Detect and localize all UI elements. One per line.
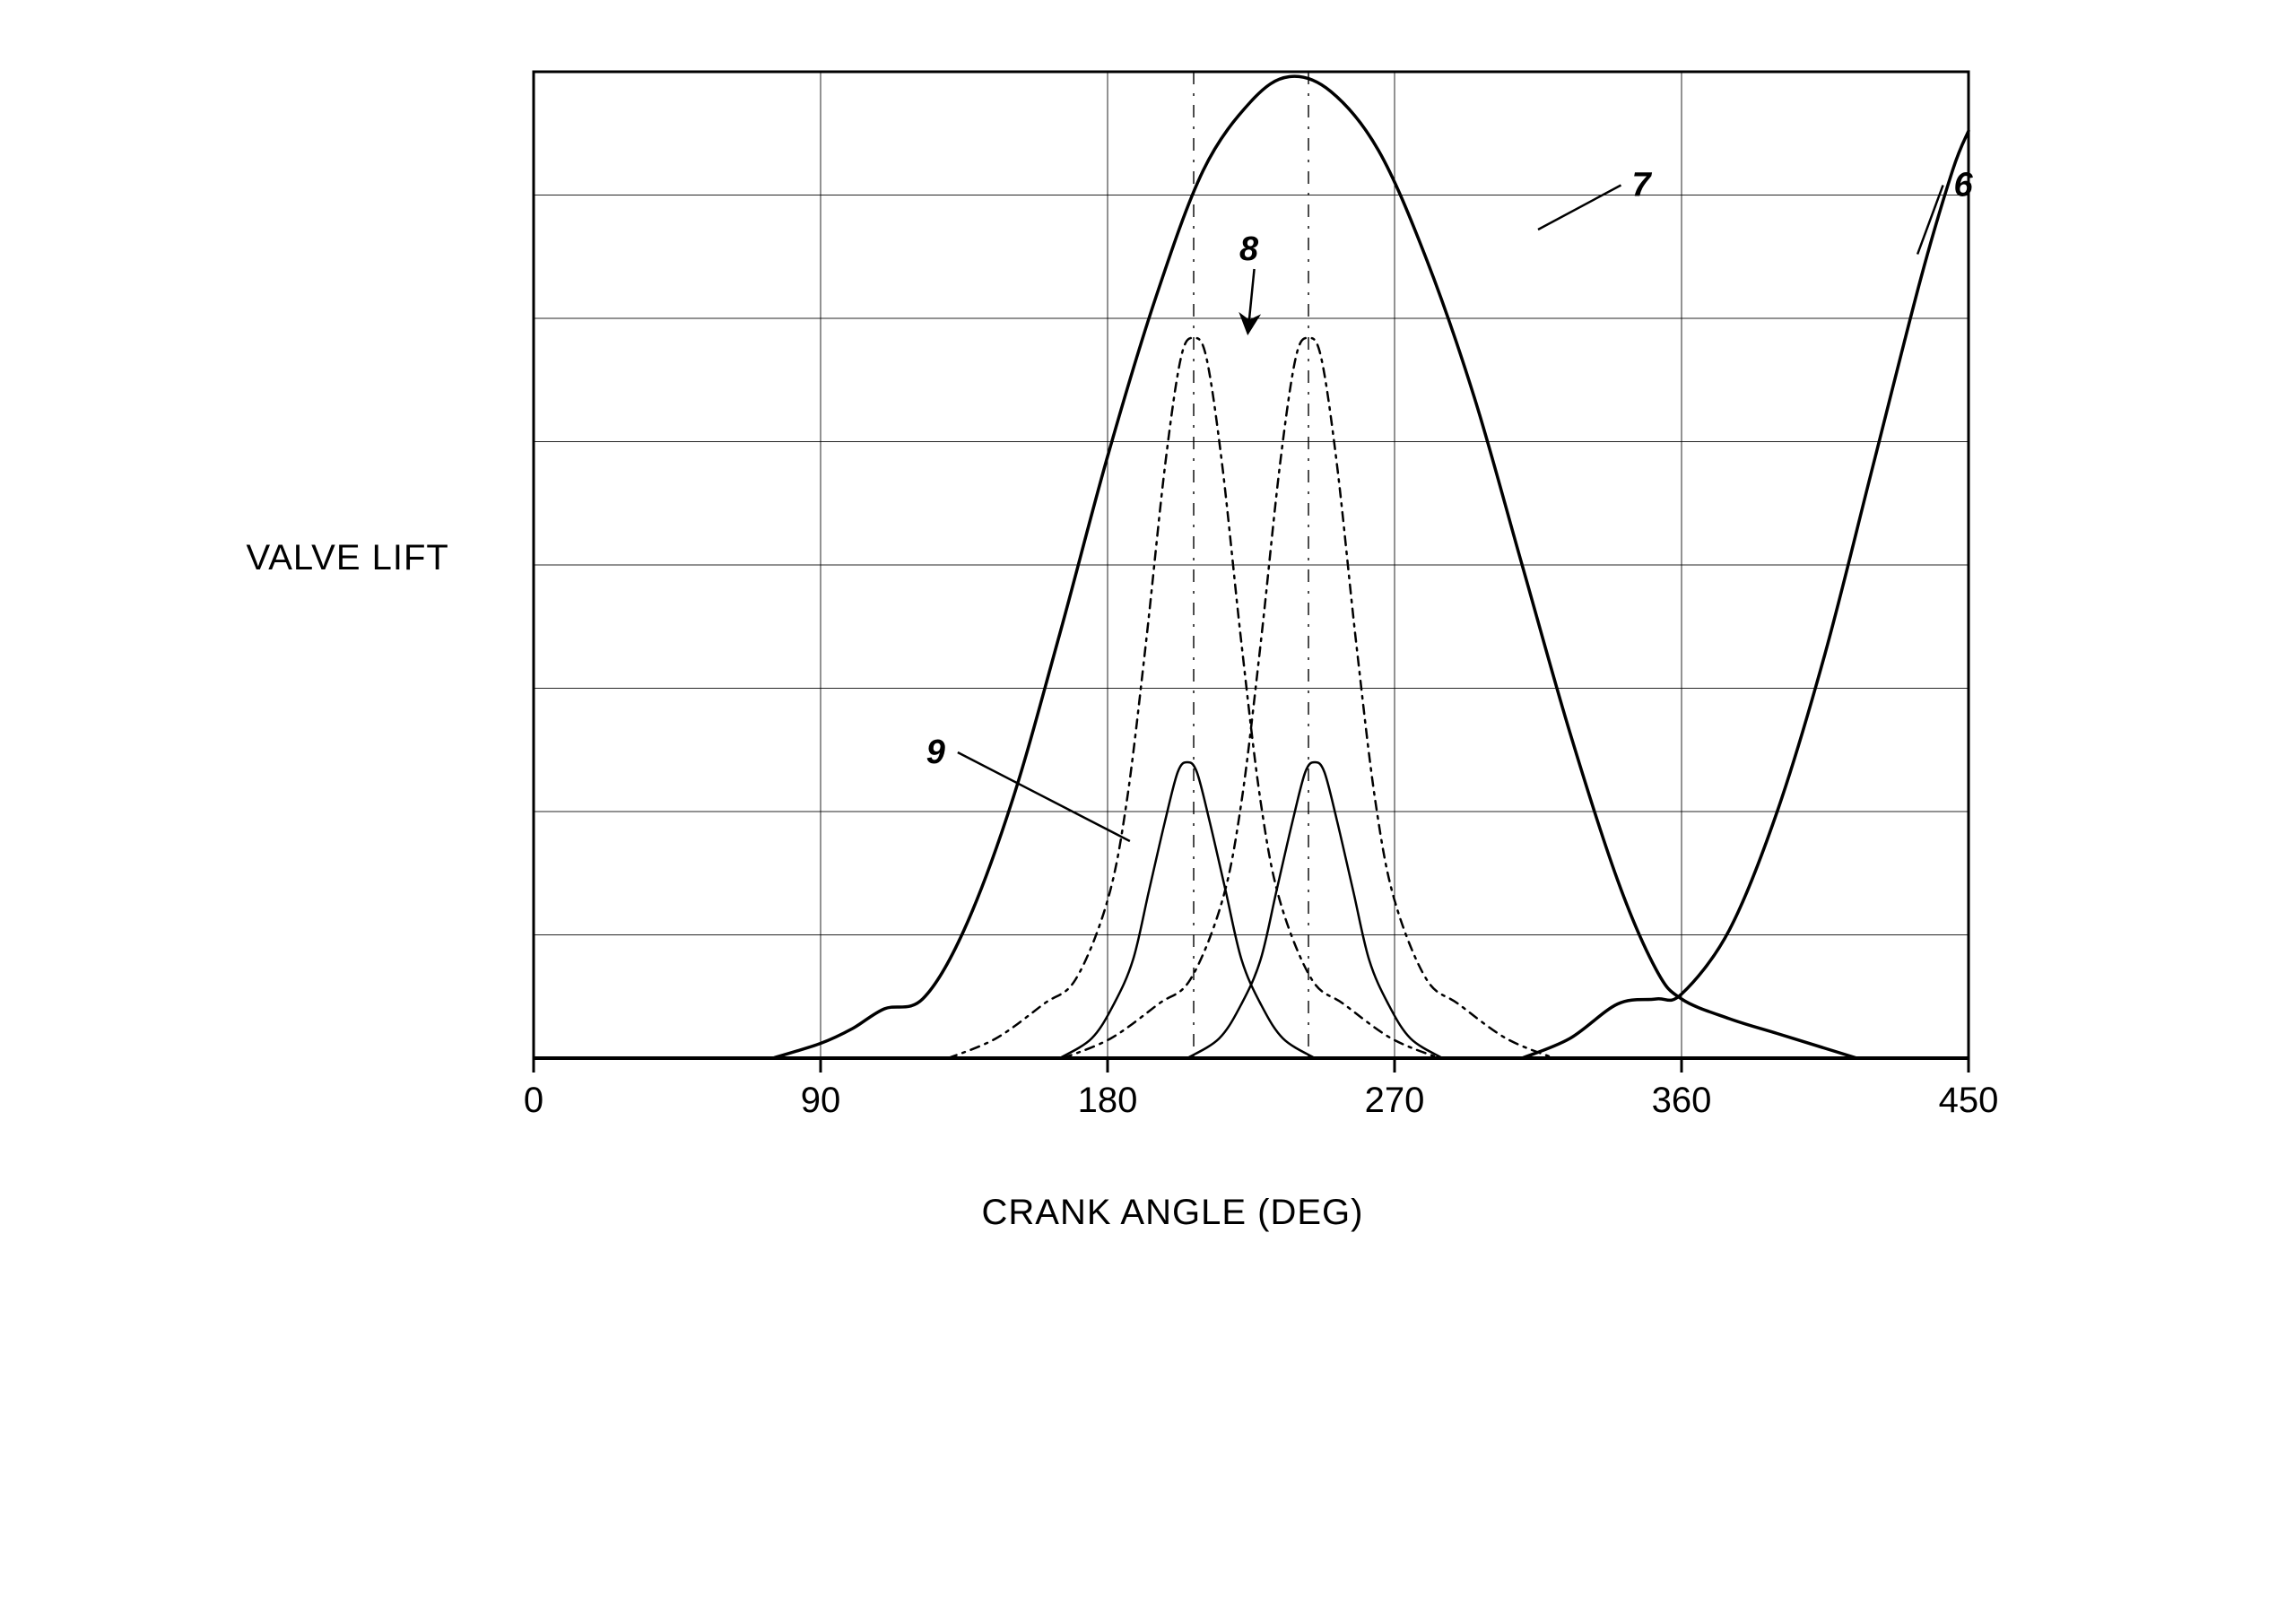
x-tick-label: 180 <box>1077 1081 1137 1120</box>
series-9b <box>1186 762 1441 1058</box>
series-7 <box>772 76 1856 1058</box>
x-tick-label: 270 <box>1364 1081 1424 1120</box>
x-tick-label: 450 <box>1938 1081 1998 1120</box>
callout-8: 8 <box>1239 230 1258 268</box>
callout-9: 9 <box>926 734 944 771</box>
x-axis-label: CRANK ANGLE (DEG) <box>982 1193 1364 1233</box>
valve-lift-chart: VALVE LIFT CRANK ANGLE (DEG) 0 90 180 270 36… <box>247 36 2040 1291</box>
series-9a <box>1059 762 1314 1058</box>
callout-7: 7 <box>1631 167 1652 204</box>
series-6 <box>1522 131 1969 1058</box>
chart-svg: 0 90 180 270 360 450 7 6 8 9 <box>516 63 2040 1184</box>
y-axis-label: VALVE LIFT <box>247 538 449 578</box>
callout-6: 6 <box>1953 167 1973 204</box>
x-tick-label: 0 <box>523 1081 543 1120</box>
x-tick-label: 90 <box>800 1081 840 1120</box>
x-tick-label: 360 <box>1651 1081 1711 1120</box>
